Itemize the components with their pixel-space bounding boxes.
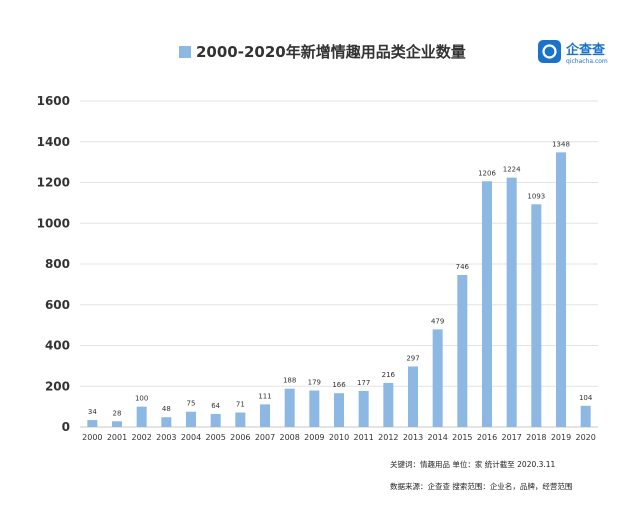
x-tick-label: 2004 xyxy=(181,433,201,442)
data-label: 48 xyxy=(162,405,171,413)
x-tick-label: 2020 xyxy=(575,433,595,442)
data-label: 177 xyxy=(357,379,370,387)
grid-lines xyxy=(80,100,598,428)
bar xyxy=(482,181,492,427)
data-label: 188 xyxy=(283,377,296,385)
logo: 企查查 qichacha.com xyxy=(538,40,608,65)
bar xyxy=(112,421,122,427)
x-tick-label: 2010 xyxy=(329,433,349,442)
y-tick-label: 1600 xyxy=(37,94,70,108)
bar xyxy=(383,382,394,427)
bar xyxy=(358,390,369,427)
data-label: 479 xyxy=(431,317,444,325)
x-tick-label: 2009 xyxy=(304,433,324,442)
x-tick-label: 2008 xyxy=(279,433,299,442)
logo-name: 企查查 xyxy=(565,42,606,58)
x-tick-label: 2007 xyxy=(255,433,275,442)
x-axis-ticks: 2000 2001 2002 2003 2004 2005 2006 2007 2008 2009… xyxy=(82,433,596,442)
footnote-keywords: 关键词：情趣用品 单位：家 统计截至 2020.3.11 xyxy=(390,459,556,469)
x-tick-label: 2016 xyxy=(477,433,497,442)
y-tick-label: 0 xyxy=(62,420,70,434)
data-label: 166 xyxy=(332,381,346,389)
bars xyxy=(87,152,591,427)
bar xyxy=(408,366,418,427)
x-tick-label: 2015 xyxy=(452,433,472,442)
y-tick-label: 800 xyxy=(45,257,70,271)
data-label: 100 xyxy=(135,395,148,403)
bar xyxy=(186,411,196,427)
bar xyxy=(432,329,443,427)
bar xyxy=(309,390,320,427)
x-tick-label: 2012 xyxy=(378,433,398,442)
x-tick-label: 2006 xyxy=(230,433,250,442)
x-tick-label: 2017 xyxy=(501,433,521,442)
x-tick-label: 2000 xyxy=(82,433,102,442)
bar xyxy=(556,152,566,427)
bar xyxy=(506,177,517,427)
data-label: 297 xyxy=(406,354,419,362)
bar xyxy=(235,412,246,427)
footnote-source: 数据来源：企查查 搜索范围：企业名，品牌，经营范围 xyxy=(390,481,572,491)
data-label: 1206 xyxy=(478,169,496,177)
bar xyxy=(260,404,270,427)
x-tick-label: 2019 xyxy=(551,433,571,442)
y-tick-label: 200 xyxy=(45,379,70,393)
logo-q-icon xyxy=(538,40,561,63)
data-label: 71 xyxy=(236,401,245,409)
y-axis-ticks: 0 200 400 600 800 1000 1200 1400 1600 xyxy=(37,94,70,434)
bar xyxy=(136,406,147,427)
bar xyxy=(580,405,591,427)
data-label: 64 xyxy=(211,402,220,410)
data-label: 1093 xyxy=(527,192,545,200)
bar xyxy=(457,275,468,427)
bar xyxy=(161,417,172,427)
data-label: 75 xyxy=(187,400,196,408)
logo-q-ring xyxy=(542,44,557,59)
x-tick-label: 2011 xyxy=(353,433,373,442)
x-tick-label: 2003 xyxy=(156,433,176,442)
bar xyxy=(87,420,98,427)
y-tick-label: 1400 xyxy=(37,135,70,149)
data-label: 28 xyxy=(113,409,122,417)
logo-domain: qichacha.com xyxy=(566,58,608,65)
data-label: 1348 xyxy=(552,140,570,148)
chart-legend: 2000-2020年新增情趣用品类企业数量 xyxy=(179,43,466,61)
y-tick-label: 600 xyxy=(45,298,70,312)
bar xyxy=(334,393,344,427)
bar xyxy=(531,204,542,427)
data-label: 746 xyxy=(456,263,470,271)
data-label: 1224 xyxy=(503,166,521,174)
data-label: 34 xyxy=(88,408,97,416)
x-tick-label: 2001 xyxy=(107,433,127,442)
x-tick-label: 2002 xyxy=(131,433,151,442)
y-tick-label: 1000 xyxy=(37,216,70,230)
x-tick-label: 2013 xyxy=(403,433,423,442)
legend-swatch-icon xyxy=(179,46,191,58)
x-tick-label: 2018 xyxy=(526,433,546,442)
y-tick-label: 1200 xyxy=(37,176,70,190)
chart-title: 2000-2020年新增情趣用品类企业数量 xyxy=(196,43,466,61)
data-label: 104 xyxy=(579,394,593,402)
data-label: 216 xyxy=(382,371,396,379)
y-tick-label: 400 xyxy=(45,339,70,353)
data-label: 111 xyxy=(258,392,271,400)
x-tick-label: 2014 xyxy=(427,433,447,442)
data-labels: 34 28 100 48 75 64 71 111 188 179 166 177 216 297 479 7… xyxy=(88,140,593,417)
data-label: 179 xyxy=(308,379,321,387)
x-tick-label: 2005 xyxy=(205,433,225,442)
bar xyxy=(284,388,295,427)
bar xyxy=(210,413,221,427)
